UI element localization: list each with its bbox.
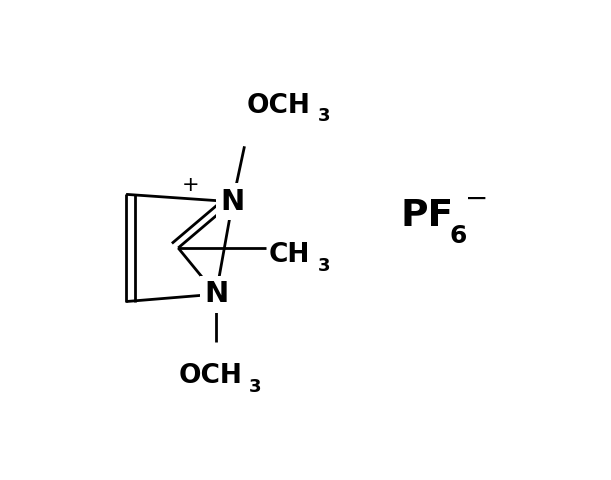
Text: 6: 6	[449, 224, 466, 248]
Text: CH: CH	[268, 242, 310, 268]
Text: OCH: OCH	[178, 363, 242, 389]
Text: OCH: OCH	[247, 93, 311, 119]
Text: −: −	[464, 185, 488, 213]
Text: 3: 3	[318, 257, 331, 275]
Text: 3: 3	[318, 107, 331, 125]
Text: N: N	[221, 188, 245, 216]
Text: 3: 3	[249, 378, 262, 396]
Text: +: +	[182, 175, 200, 195]
Text: N: N	[204, 280, 228, 308]
Text: PF: PF	[401, 198, 454, 234]
